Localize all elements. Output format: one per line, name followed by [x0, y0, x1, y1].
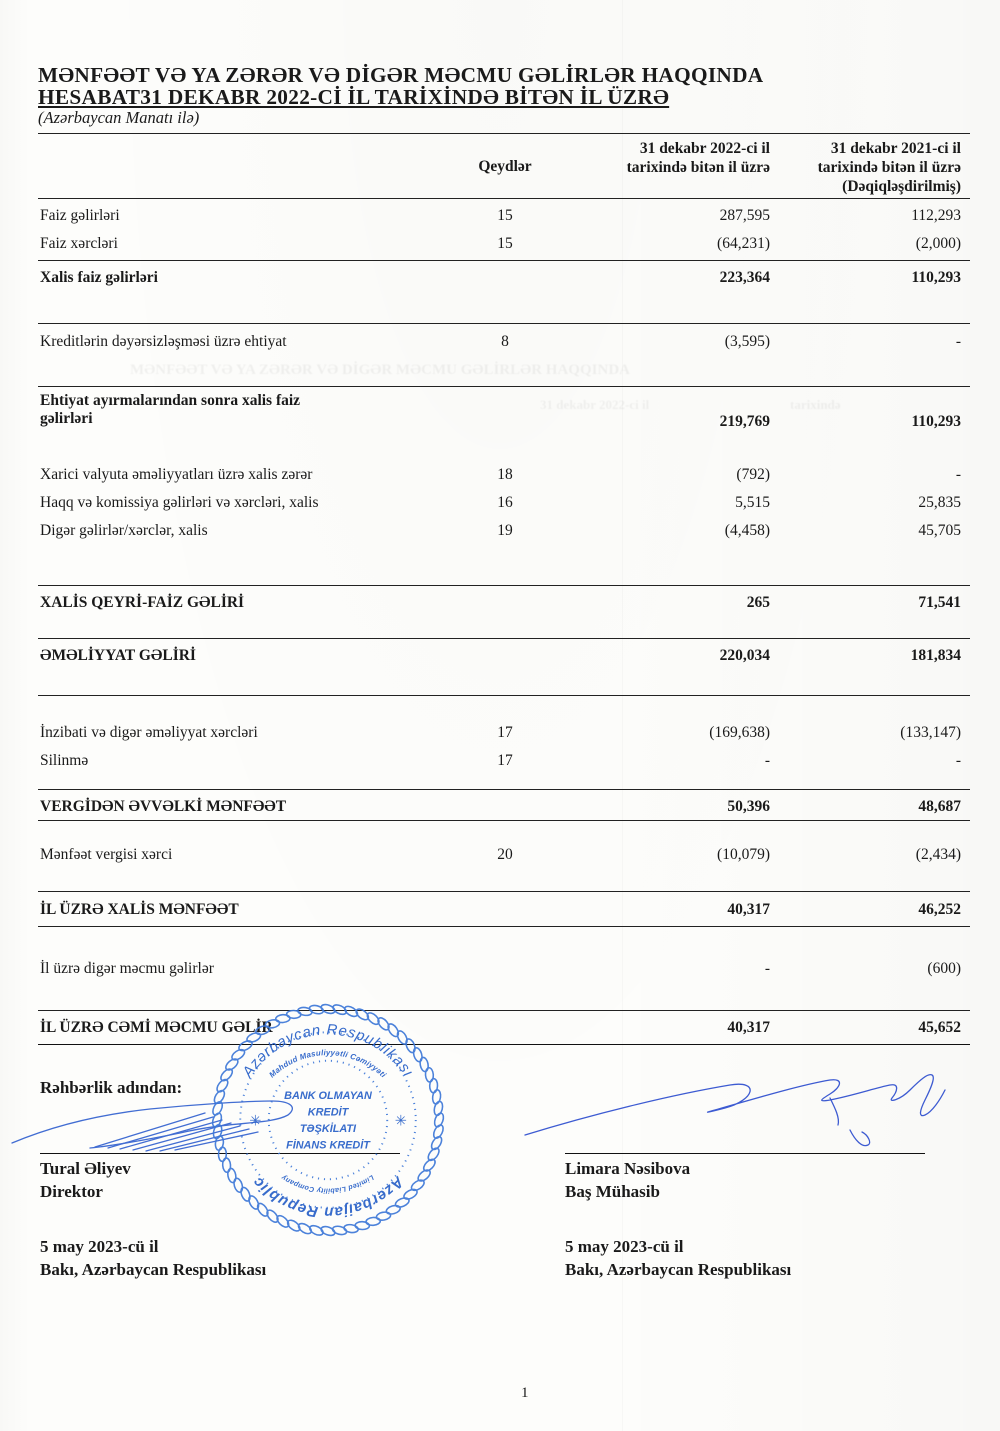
svg-text:Azerbaijan Republic: Azerbaijan Republic — [249, 1172, 408, 1220]
svg-text:Limited Liability Company: Limited Liability Company — [279, 1173, 375, 1195]
svg-text:✳: ✳ — [395, 1113, 407, 1129]
svg-text:FİNANS KREDİT: FİNANS KREDİT — [286, 1139, 371, 1152]
svg-text:Mahdud Masuliyyətli Cəmiyyəti: Mahdud Masuliyyətli Cəmiyyəti — [267, 1048, 388, 1080]
svg-text:BANK OLMAYAN: BANK OLMAYAN — [284, 1090, 373, 1102]
svg-text:✳: ✳ — [249, 1113, 261, 1129]
svg-text:KREDİT: KREDİT — [308, 1106, 350, 1119]
svg-text:TƏŞKİLATI: TƏŞKİLATI — [300, 1122, 357, 1135]
